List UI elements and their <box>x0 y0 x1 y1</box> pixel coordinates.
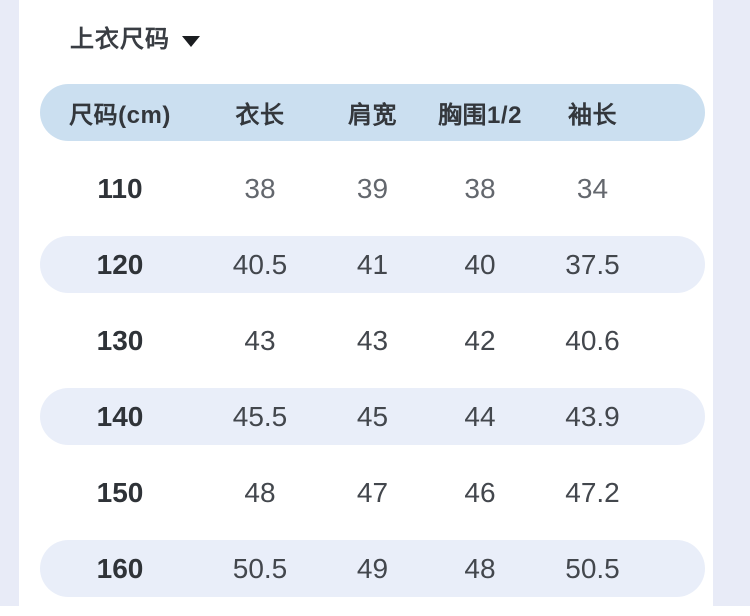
size-table: 尺码(cm) 衣长 肩宽 胸围1/2 袖长 110 38 39 38 34 12… <box>40 84 705 616</box>
cell-value: 44 <box>464 400 496 432</box>
cell-value: 38 <box>464 172 496 204</box>
table-row: 160 50.5 49 48 50.5 <box>40 540 705 597</box>
column-header-size: 尺码(cm) <box>69 102 171 129</box>
right-gutter <box>713 0 750 606</box>
cell-value: 40 <box>464 248 496 280</box>
chevron-down-icon <box>182 35 200 47</box>
cell-value: 47.2 <box>565 476 620 508</box>
cell-value: 50.5 <box>232 552 288 584</box>
table-row: 120 40.5 41 40 37.5 <box>40 236 705 293</box>
cell-value: 34 <box>576 172 609 204</box>
cell-value: 42 <box>464 324 496 356</box>
cell-value: 39 <box>356 172 389 204</box>
table-row: 110 38 39 38 34 <box>40 160 705 217</box>
cell-value: 38 <box>244 172 276 204</box>
cell-value: 40.5 <box>232 248 288 280</box>
column-header-chest: 胸围1/2 <box>438 102 522 129</box>
column-header-sleeve: 袖长 <box>568 102 617 129</box>
size-label: 110 <box>97 172 143 204</box>
cell-value: 40.6 <box>565 324 620 356</box>
size-label: 160 <box>96 552 144 584</box>
table-row: 130 43 43 42 40.6 <box>40 312 705 369</box>
cell-value: 48 <box>244 476 276 508</box>
cell-value: 47 <box>356 476 389 508</box>
left-gutter <box>0 0 19 606</box>
cell-value: 43 <box>356 324 389 356</box>
table-row: 150 48 47 46 47.2 <box>40 464 705 521</box>
size-label: 120 <box>96 248 144 280</box>
cell-value: 49 <box>356 552 389 584</box>
table-header-row: 尺码(cm) 衣长 肩宽 胸围1/2 袖长 <box>40 84 705 141</box>
column-header-length: 衣长 <box>235 102 285 129</box>
size-chart-title: 上衣尺码 <box>70 26 170 53</box>
size-label: 130 <box>96 324 144 356</box>
size-label: 140 <box>96 400 144 432</box>
cell-value: 50.5 <box>565 552 620 584</box>
cell-value: 41 <box>356 248 389 280</box>
cell-value: 46 <box>464 476 496 508</box>
cell-value: 43.9 <box>565 400 620 432</box>
column-header-shoulder: 肩宽 <box>348 102 397 129</box>
cell-value: 37.5 <box>565 248 620 280</box>
cell-value: 45.5 <box>232 400 288 432</box>
table-row: 140 45.5 45 44 43.9 <box>40 388 705 445</box>
size-label: 150 <box>96 476 144 508</box>
cell-value: 48 <box>464 552 496 584</box>
cell-value: 43 <box>244 324 276 356</box>
size-chart-type-dropdown[interactable]: 上衣尺码 <box>70 24 200 56</box>
cell-value: 45 <box>356 400 389 432</box>
